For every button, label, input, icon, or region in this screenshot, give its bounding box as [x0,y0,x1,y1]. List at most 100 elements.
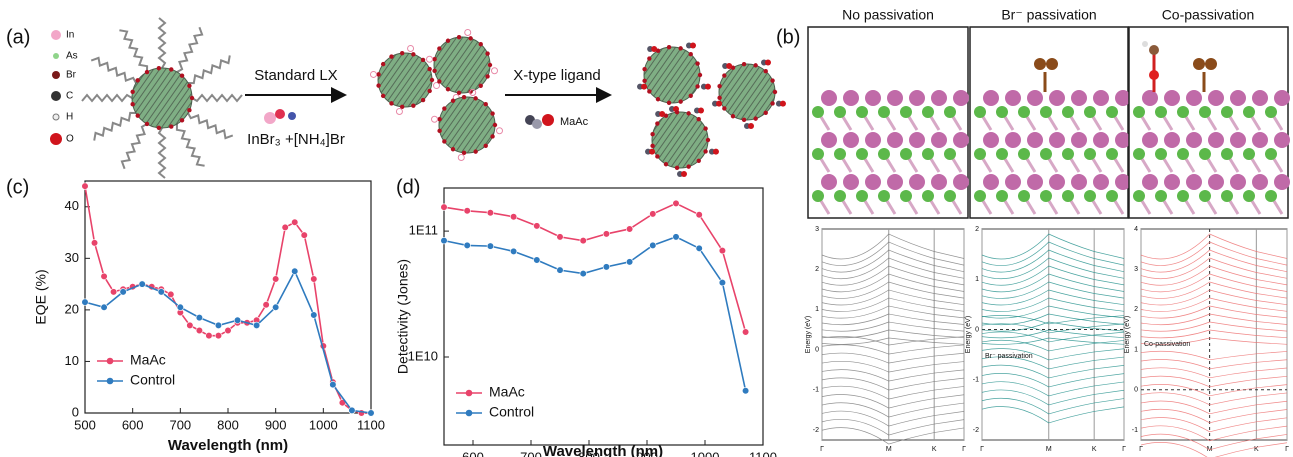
legend-label: In [66,30,74,41]
band [982,340,1124,351]
as-atom [996,148,1008,160]
molecule-icon [264,112,276,124]
legend-marker [466,410,473,417]
in-atom [1164,90,1180,106]
nanocrystal-illustrations [82,18,786,178]
data-point [441,204,448,211]
in-atom [1005,174,1021,190]
as-atom [1177,106,1189,118]
data-point [557,234,564,241]
ligand-molecule [641,84,647,90]
in-atom [1252,90,1268,106]
data-point [291,268,298,275]
surface-atom [389,54,393,58]
as-atom [1018,106,1030,118]
data-point [441,237,448,244]
ligand-molecule [748,123,754,129]
surface-atom [675,166,679,170]
in-atom [1186,132,1202,148]
energy-axis-label: Energy (eV) [965,316,972,353]
x-axis-label: Wavelength (nm) [543,443,663,457]
y-tick-label: 40 [65,198,79,213]
data-point [719,247,726,254]
as-atom [1106,106,1118,118]
in-atom [983,90,999,106]
as-atom [1199,148,1211,160]
energy-tick-label: 2 [1134,306,1138,313]
as-atom [834,106,846,118]
ligand-molecule [765,60,771,66]
as-atom [1084,190,1096,202]
surface-atom [642,79,646,83]
band [1141,322,1287,331]
as-atom [1265,148,1277,160]
surface-atom [647,89,651,93]
atom-legend: In As Br C H O [50,30,78,145]
surface-atom [458,154,464,160]
y-tick-label: 0 [72,404,79,419]
molecule-icon [275,109,285,119]
in-atom [1071,132,1087,148]
surface-atom [675,110,679,114]
band [822,338,964,344]
data-point [215,332,222,339]
as-atom [900,106,912,118]
band [822,411,964,426]
surface-atom [706,138,710,142]
ligand-molecule [713,149,719,155]
band [822,361,964,372]
as-atom [834,190,846,202]
surface-atom [473,96,477,100]
data-point [464,207,471,214]
panel-title: No passivation [842,7,934,23]
as-atom [1155,148,1167,160]
data-point [580,237,587,244]
band [1141,442,1287,457]
data-point [487,209,494,216]
band [982,234,1124,259]
molecule-icon [542,114,554,126]
energy-axis-label: Energy (eV) [1124,316,1131,353]
as-atom [1265,106,1277,118]
surface-atom [430,78,434,82]
surface-atom [697,159,701,163]
surface-atom [703,149,707,153]
ligand-molecule [649,149,655,155]
ligand-molecule [780,101,786,107]
energy-tick-label: -1 [973,377,979,384]
surface-atom [130,90,134,94]
in-atom [1274,132,1290,148]
surface-atom [136,113,140,117]
in-atom [887,90,903,106]
y-axis-label: EQE (%) [33,269,49,324]
k-label: M [886,446,892,453]
band [822,282,964,298]
surface-atom [157,126,161,130]
ligand [159,128,165,178]
data-point [101,273,108,280]
in-atom [1049,90,1065,106]
data-point [557,267,564,274]
data-point [580,270,587,277]
in-atom [821,90,837,106]
legend-marker [107,358,114,365]
data-point [158,289,165,296]
in-atom [1049,174,1065,190]
surface-atom [190,96,194,100]
in-atom [865,90,881,106]
as-atom [1133,106,1145,118]
energy-tick-label: 1 [1134,346,1138,353]
in-atom [887,174,903,190]
surface-atom [773,90,777,94]
as-atom [1084,148,1096,160]
as-atom [1062,190,1074,202]
as-atom [900,148,912,160]
band [822,419,964,435]
surface-atom [655,154,659,158]
in-atom [931,132,947,148]
as-atom [944,106,956,118]
data-point [603,264,610,271]
ligand-molecule [651,46,657,52]
x-tick-label: 700 [520,449,542,457]
in-atom [1164,174,1180,190]
